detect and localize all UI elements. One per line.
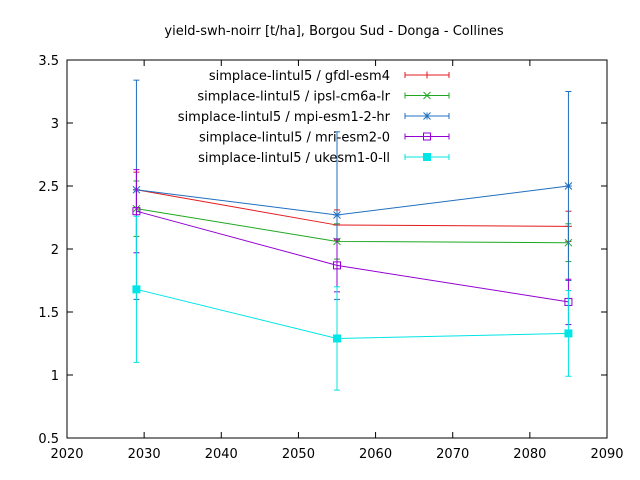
series-line — [136, 288, 569, 339]
data-point-d2 — [564, 182, 573, 190]
data-point — [333, 211, 341, 219]
y-tick-label: 0.5 — [38, 432, 59, 447]
data-point — [132, 207, 141, 216]
legend-label: simplace-lintul5 / ukesm1-0-ll — [198, 151, 390, 166]
data-point — [564, 182, 573, 190]
legend-marker-sq — [423, 132, 431, 141]
y-tick-label: 1.5 — [38, 306, 59, 321]
x-tick-label: 2040 — [205, 447, 238, 462]
x-tick-label: 2030 — [128, 447, 161, 462]
data-point-sq — [132, 285, 141, 294]
legend-marker-d2 — [423, 112, 431, 120]
chart-title: yield-swh-noirr [t/ha], Borgou Sud - Don… — [164, 24, 503, 39]
data-point-d2 — [333, 211, 341, 219]
legend-marker — [423, 91, 431, 100]
data-point-sq — [333, 261, 341, 270]
data-point — [333, 334, 341, 343]
x-tick-label: 2070 — [436, 447, 469, 462]
series-3 — [132, 169, 573, 326]
data-point — [333, 261, 341, 270]
plot-area: 2020 2030 2040 2050 2060 2070 2080 2090 0.5 1 1.5 2… — [38, 54, 623, 462]
legend-label: simplace-lintul5 / gfdl-esm4 — [209, 69, 390, 84]
y-tick-label: 3 — [51, 117, 59, 132]
data-point — [564, 329, 573, 338]
x-tick-label: 2020 — [50, 447, 83, 462]
legend-entry-4: simplace-lintul5 / ukesm1-0-ll — [198, 151, 450, 166]
legend-marker — [423, 153, 431, 161]
x-tick-label: 2050 — [282, 447, 315, 462]
legend-label: simplace-lintul5 / mri-esm2-0 — [199, 131, 390, 146]
series-0 — [132, 171, 572, 242]
y-tick-label: 1 — [51, 369, 59, 384]
legend-marker — [423, 71, 431, 79]
x-tick-label: 2060 — [359, 447, 392, 462]
y-tick-label: 2.5 — [38, 180, 59, 195]
legend-marker-d2 — [423, 91, 431, 100]
legend-entry-3: simplace-lintul5 / mri-esm2-0 — [199, 131, 450, 146]
legend-entry-1: simplace-lintul5 / ipsl-cm6a-lr — [197, 90, 450, 105]
x-tick-label: 2080 — [513, 447, 546, 462]
series-4 — [132, 215, 573, 391]
series-line — [136, 189, 569, 227]
data-point-sq — [333, 334, 341, 343]
legend-entry-2: simplace-lintul5 / mpi-esm1-2-hr — [178, 110, 450, 125]
data-point-sq — [132, 207, 141, 216]
x-tick-label: 2090 — [590, 447, 623, 462]
legend-entry-0: simplace-lintul5 / gfdl-esm4 — [209, 69, 450, 84]
legend-marker-sq — [423, 153, 431, 161]
y-tick-label: 3.5 — [38, 54, 59, 69]
series-1 — [132, 180, 573, 263]
data-point — [132, 285, 141, 294]
data-point-sq — [564, 329, 573, 338]
legend-label: simplace-lintul5 / ipsl-cm6a-lr — [197, 90, 390, 105]
y-tick-label: 2 — [51, 243, 59, 258]
legend-marker — [423, 112, 431, 120]
legend-label: simplace-lintul5 / mpi-esm1-2-hr — [178, 110, 391, 125]
legend-marker — [423, 132, 431, 141]
series-line — [136, 185, 569, 216]
